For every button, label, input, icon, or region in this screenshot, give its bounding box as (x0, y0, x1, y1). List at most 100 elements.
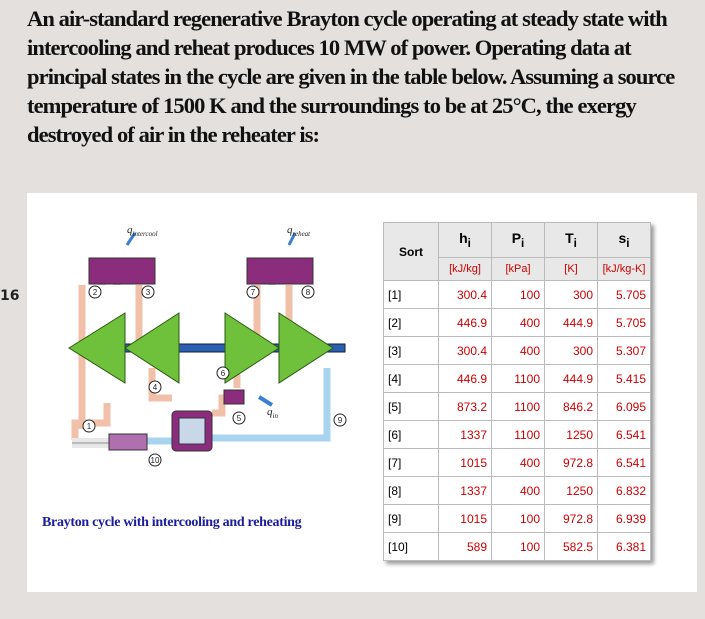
turbine (278, 312, 334, 384)
table-value: 300.4 (438, 280, 492, 309)
column-subscript: i (521, 236, 525, 250)
heat-subscript: in (273, 412, 279, 420)
table-value: 400 (491, 308, 545, 337)
state-label: 1 (87, 422, 92, 431)
column-subscript: i (573, 236, 577, 250)
column-unit: [kPa] (491, 257, 545, 281)
state-label: 4 (153, 383, 158, 392)
table-value: 100 (491, 504, 545, 533)
turbine (224, 312, 280, 384)
table-value: 1250 (544, 476, 598, 505)
table-value: 972.8 (544, 504, 598, 533)
table-row: [6] 1337 1100 1250 6.541 (383, 420, 651, 449)
row-label: [3] (383, 336, 439, 365)
state-circle (82, 419, 96, 433)
heat-subscript: intercool (133, 230, 158, 238)
state-circle (141, 285, 155, 299)
reheater (246, 257, 314, 285)
table-value: 5.415 (597, 364, 651, 393)
column-symbol: T (565, 230, 574, 247)
inlet-filter (108, 433, 148, 451)
column-unit: [K] (544, 257, 598, 281)
table-row: [8] 1337 400 1250 6.832 (383, 476, 651, 505)
table-value: 1100 (491, 420, 545, 449)
state-circle (301, 285, 315, 299)
table-value: 5.705 (597, 280, 651, 309)
table-value: 6.095 (597, 392, 651, 421)
heat-label: qintercool (127, 224, 158, 238)
row-label: [8] (383, 476, 439, 505)
column-symbol: h (459, 230, 468, 247)
table-value: 444.9 (544, 308, 598, 337)
compressor (124, 312, 180, 384)
table-value: 400 (491, 476, 545, 505)
state-label: 3 (146, 288, 151, 297)
table-value: 1337 (438, 476, 492, 505)
table-row: [7] 1015 400 972.8 6.541 (383, 448, 651, 477)
table-value: 582.5 (544, 532, 598, 561)
state-label: 9 (338, 416, 343, 425)
state-label: 5 (237, 414, 242, 423)
column-symbol: s (618, 230, 627, 247)
table-value: 1100 (491, 392, 545, 421)
state-circle (88, 285, 102, 299)
table-value: 446.9 (438, 364, 492, 393)
column-symbol: P (511, 230, 522, 247)
table-value: 1337 (438, 420, 492, 449)
table-value: 444.9 (544, 364, 598, 393)
figure-panel: qintercool qreheat qin 1 2 3 4 5 6 7 8 9 10 Brayton … (27, 193, 697, 592)
table-row: [5] 873.2 1100 846.2 6.095 (383, 392, 651, 421)
pipe (148, 368, 172, 402)
table-row: [10] 589 100 582.5 6.381 (383, 532, 651, 561)
table-row: [3] 300.4 400 300 5.307 (383, 336, 651, 365)
side-number: 16 (0, 288, 20, 304)
table-value: 6.541 (597, 448, 651, 477)
table-value: 6.381 (597, 532, 651, 561)
heat-symbol: q (267, 406, 273, 418)
pipe (212, 368, 331, 442)
combustor (223, 389, 245, 405)
table-value: 6.832 (597, 476, 651, 505)
heat-arrow (125, 232, 297, 246)
state-circle (246, 285, 260, 299)
table-value: 400 (491, 448, 545, 477)
table-value: 6.541 (597, 420, 651, 449)
state-circle (232, 411, 246, 425)
table-value: 1015 (438, 448, 492, 477)
state-label: 8 (306, 288, 311, 297)
table-value: 100 (491, 280, 545, 309)
table-value: 300.4 (438, 336, 492, 365)
question-text: An air-standard regenerative Brayton cyc… (27, 6, 675, 147)
table-row: [1] 300.4 100 300 5.705 (383, 280, 651, 309)
column-header: Pi (491, 222, 545, 258)
table-row: [4] 446.9 1100 444.9 5.415 (383, 364, 651, 393)
row-label: [5] (383, 392, 439, 421)
row-label: [9] (383, 504, 439, 533)
table-value: 1250 (544, 420, 598, 449)
table-row: [2] 446.9 400 444.9 5.705 (383, 308, 651, 337)
row-label: [7] (383, 448, 439, 477)
column-unit: [kJ/kg-K] (597, 257, 651, 281)
table-value: 972.8 (544, 448, 598, 477)
state-table: Sort hi Pi Ti si [kJ/kg] [kPa] [K] [kJ/kg-K] [1] 3… (383, 222, 651, 561)
table-value: 400 (491, 336, 545, 365)
table-value: 446.9 (438, 308, 492, 337)
table-value: 589 (438, 532, 492, 561)
state-label: 7 (251, 288, 256, 297)
row-label: [1] (383, 280, 439, 309)
table-value: 873.2 (438, 392, 492, 421)
column-unit: [kJ/kg] (438, 257, 492, 281)
heat-symbol: q (287, 224, 293, 236)
intercooler (88, 257, 156, 285)
column-header: hi (438, 222, 492, 258)
table-value: 300 (544, 336, 598, 365)
state-circle (333, 413, 347, 427)
state-circle (216, 366, 230, 380)
heat-label: qin (267, 406, 278, 420)
state-label: 10 (151, 456, 160, 465)
table-value: 6.939 (597, 504, 651, 533)
state-label: 2 (93, 288, 98, 297)
heat-label: qreheat (287, 224, 311, 238)
table-row: [9] 1015 100 972.8 6.939 (383, 504, 651, 533)
